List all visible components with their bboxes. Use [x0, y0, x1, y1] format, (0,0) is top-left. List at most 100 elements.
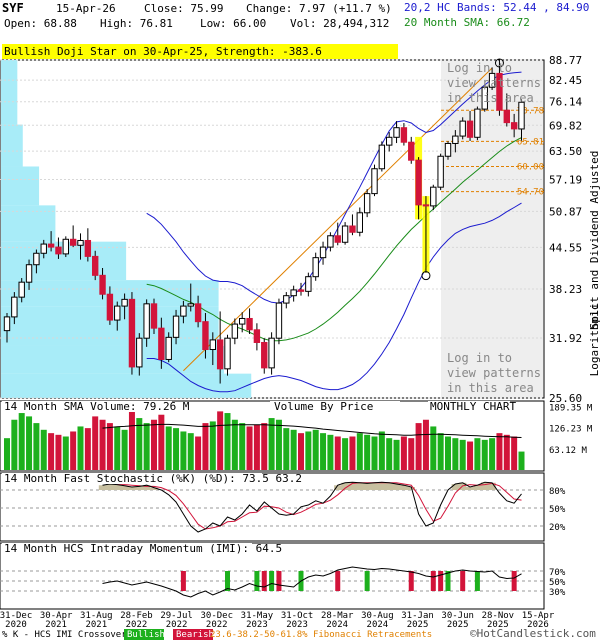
sma-line	[146, 137, 522, 342]
candle-6	[47, 231, 55, 252]
bear-candle-body	[334, 235, 341, 243]
candle-4	[33, 249, 40, 274]
stoch-k-line	[102, 481, 522, 533]
bull-candle-body	[165, 336, 172, 360]
high-marker	[494, 58, 504, 68]
bull-candle-body	[386, 136, 393, 146]
candle-2	[18, 278, 25, 303]
date-axis: 31-Dec202030-Apr202131-Aug202128-Feb2022…	[0, 611, 555, 630]
bullish-signal-4	[269, 571, 275, 591]
volume-bar-37	[275, 419, 282, 470]
candle-43	[319, 241, 327, 265]
fib-label-0: 73.78	[517, 106, 544, 116]
candle-38	[283, 292, 290, 309]
volume-bar-10	[77, 426, 84, 470]
vbp-bar-5	[1, 205, 56, 242]
stochastic-label: 14 Month Fast Stochastic (%K) (%D): 73.5…	[4, 472, 302, 485]
fib-label-2: 60.00	[517, 162, 544, 172]
bear-candle-body	[496, 72, 503, 111]
candle-63	[466, 110, 474, 141]
candle-8	[62, 236, 69, 258]
bull-candle-body	[341, 225, 349, 243]
volume-bar-23	[173, 428, 180, 470]
candle-26	[194, 295, 202, 328]
bear-candle-body	[84, 239, 92, 257]
bullish-signal-12	[445, 571, 451, 591]
bull-candle-body	[231, 323, 239, 339]
candle-7	[55, 237, 62, 259]
price-tick-1: 82.45	[549, 74, 582, 87]
bull-candle-body	[371, 168, 378, 195]
imi-label: 14 Month HCS Intraday Momentum (IMI): 64…	[4, 542, 282, 555]
bear-candle-body	[150, 303, 158, 329]
candle-18	[136, 333, 143, 376]
volume-bar-53	[393, 439, 400, 470]
candle-16	[121, 293, 128, 320]
volume-bar-4	[33, 423, 40, 470]
bull-candle-body	[62, 238, 69, 255]
date-tick-year-12: 2025	[487, 620, 509, 630]
candle-0	[3, 312, 11, 343]
volume-bar-51	[378, 431, 385, 470]
volume-bar-7	[55, 434, 62, 470]
price-tick-3: 69.82	[549, 119, 582, 132]
candle-34	[253, 323, 261, 351]
volume-label: 14 Month SMA Volume: 79.26 M	[4, 400, 190, 413]
volume-bar-15	[114, 426, 121, 470]
bull-candle-body	[327, 235, 334, 248]
candle-49	[363, 189, 371, 218]
bear-candle-body	[261, 341, 268, 369]
pattern-banner-bg	[2, 44, 398, 59]
volume-bar-2	[18, 413, 25, 470]
candle-54	[400, 123, 408, 146]
bull-candle-body	[187, 303, 194, 307]
bearish-signal-5	[276, 571, 282, 591]
bands-value: 20,2 HC Bands: 52.44 , 84.90	[404, 1, 589, 14]
low-value: Low: 66.00	[200, 17, 266, 30]
login-line-3: in this area	[447, 91, 534, 105]
pattern-login-top[interactable]: Log in to view patterns in this area	[447, 61, 541, 105]
candle-24	[180, 300, 187, 324]
imi-label-bg	[2, 543, 252, 554]
volume-bar-0	[4, 438, 10, 470]
bull-candle-body	[18, 281, 25, 298]
candle-41	[305, 272, 312, 297]
date-tick-12: 28-Nov	[482, 611, 515, 621]
volume-bar-21	[158, 414, 165, 470]
volume-bar-42	[312, 429, 319, 470]
bull-candle-body	[239, 317, 246, 325]
date-tick-4: 29-Jul	[160, 611, 193, 621]
candle-39	[290, 285, 297, 302]
bull-candle-body	[3, 316, 11, 332]
candle-25	[187, 283, 194, 312]
price-tick-9: 31.92	[549, 332, 582, 345]
login-line-1b: Log in to	[447, 351, 512, 365]
bull-candle-body	[209, 339, 217, 351]
candle-27	[202, 312, 209, 359]
volume-bar-34	[253, 424, 260, 470]
bull-candle-body	[459, 120, 466, 137]
bull-candle-body	[305, 276, 312, 292]
bull-candle-body	[136, 337, 143, 368]
candle-11	[84, 228, 92, 262]
volume-bar-60	[445, 436, 451, 470]
volume-bar-58	[430, 426, 437, 470]
volume-bar-25	[187, 433, 194, 470]
date-tick-year-9: 2024	[367, 620, 389, 630]
volume-bar-69	[511, 436, 518, 470]
bear-candle-body	[253, 329, 261, 343]
bear-candle-body	[106, 293, 114, 321]
volume-bar-12	[92, 416, 99, 470]
bull-candle-body	[114, 305, 121, 321]
bearish-signal-10	[430, 571, 436, 591]
bear-candle-body	[408, 141, 415, 161]
volume-bar-63	[467, 441, 474, 470]
bull-candle-body	[172, 315, 180, 338]
candle-48	[356, 207, 364, 237]
candle-68	[503, 93, 511, 127]
bullish-signal-8	[364, 571, 370, 591]
candle-52	[386, 132, 393, 152]
bull-candle-body	[143, 303, 150, 339]
pattern-login-bottom[interactable]: Log in to view patterns in this area	[447, 351, 541, 395]
vbp-bar-8	[1, 60, 18, 125]
